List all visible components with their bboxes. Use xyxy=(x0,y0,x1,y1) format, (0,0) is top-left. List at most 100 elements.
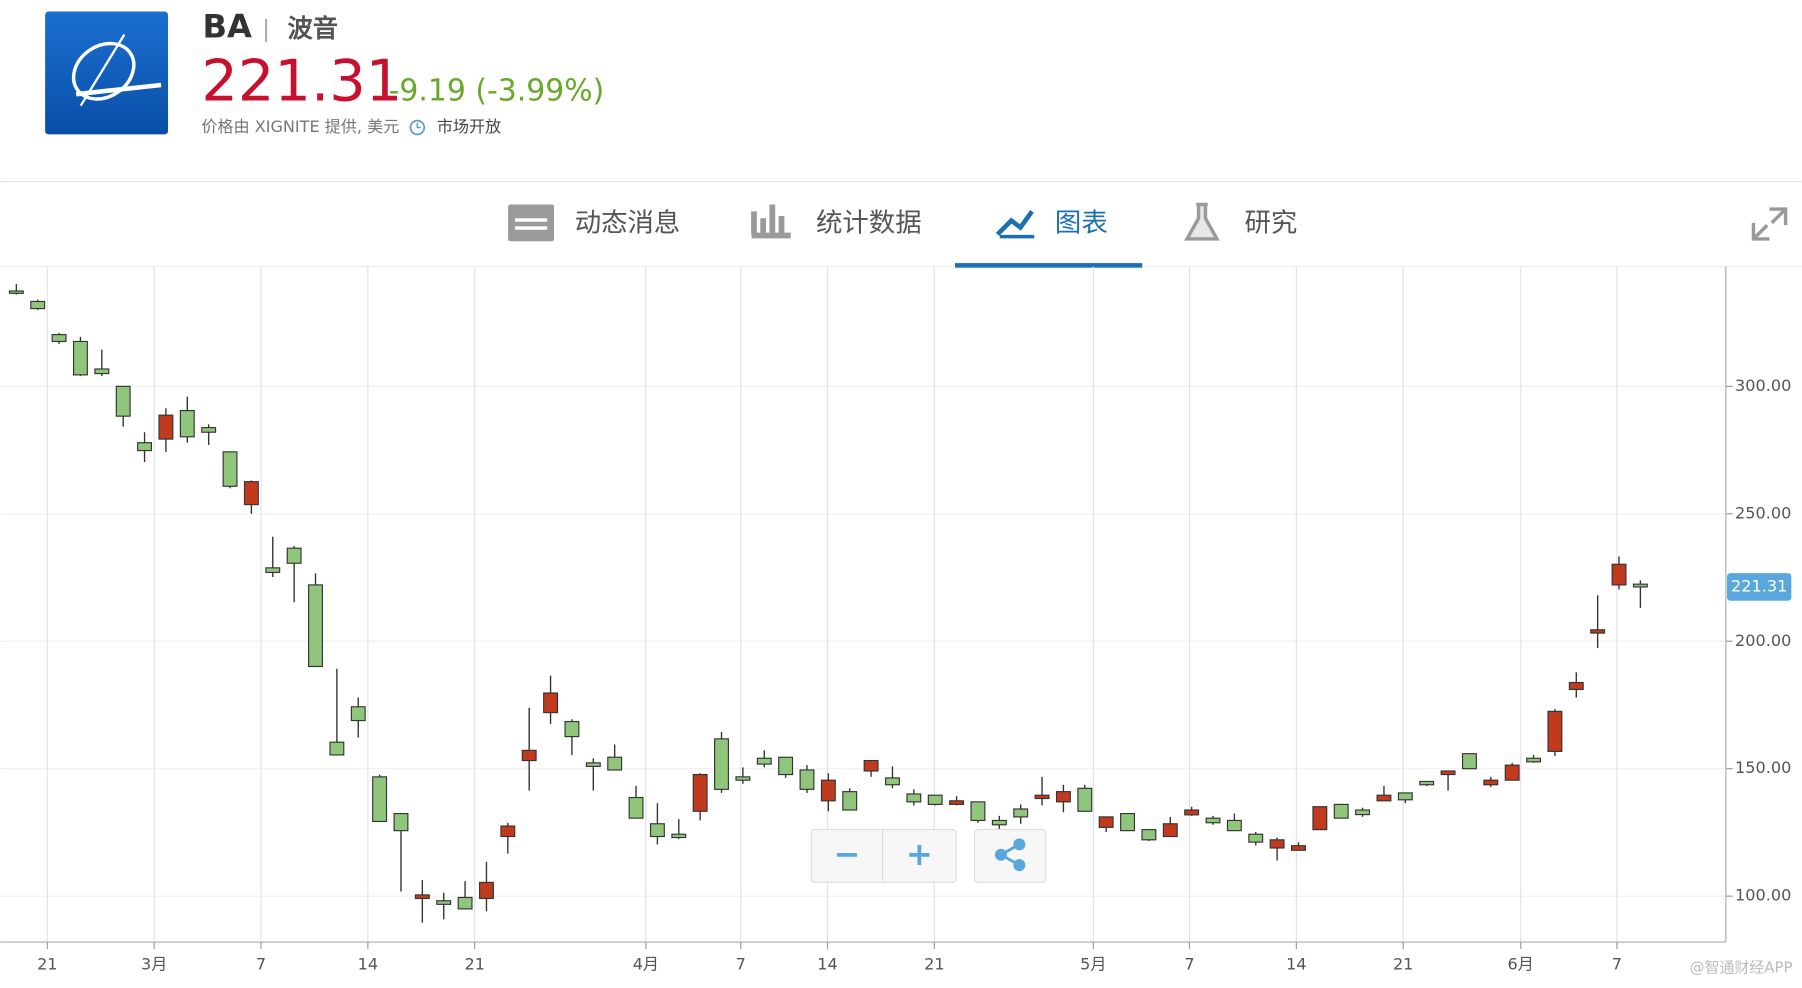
x-tick-label: 3月 xyxy=(141,955,167,974)
company-name: 波音 xyxy=(288,14,339,43)
candle-body xyxy=(714,738,729,790)
zoom-out[interactable]: − xyxy=(834,835,861,873)
clock-hands xyxy=(416,122,421,129)
x-tick-label: 14 xyxy=(1286,955,1306,974)
candle-body xyxy=(222,451,238,487)
expand-button[interactable] xyxy=(1751,207,1788,241)
candle-body xyxy=(243,481,259,506)
chart-icon xyxy=(995,210,1034,236)
news-icon xyxy=(508,204,555,242)
last-price-label: 221.31 xyxy=(1731,576,1787,595)
candle-body xyxy=(1141,829,1157,841)
candle-body xyxy=(1248,833,1264,843)
tab-label: 动态消息 xyxy=(575,208,681,239)
candle-body xyxy=(1504,764,1520,781)
y-tick-label: 150.00 xyxy=(1735,758,1791,777)
x-tick-label: 4月 xyxy=(633,955,659,974)
candle-body xyxy=(265,567,281,573)
candle-body xyxy=(393,812,409,832)
candle-body xyxy=(820,779,836,802)
active-indicator xyxy=(954,263,1143,268)
tab-label: 图表 xyxy=(1055,208,1108,239)
candle-body xyxy=(949,800,965,805)
candle-body xyxy=(735,776,751,781)
candle-body xyxy=(201,427,217,433)
y-tick-label: 250.00 xyxy=(1735,503,1791,522)
x-tick-label: 21 xyxy=(464,955,484,974)
x-tick-label: 21 xyxy=(37,955,57,974)
candle-body xyxy=(628,796,644,819)
y-tick-label: 300.00 xyxy=(1735,376,1791,395)
candle-body xyxy=(1355,809,1371,816)
tab-stats[interactable]: 统计数据 xyxy=(751,204,922,239)
zoom-in[interactable]: + xyxy=(906,835,933,873)
tab-label: 统计数据 xyxy=(816,208,922,239)
x-tick-label: 7 xyxy=(1184,955,1194,974)
logo-mark xyxy=(71,33,162,107)
candle-body xyxy=(1590,629,1606,634)
x-tick-label: 21 xyxy=(1393,955,1413,974)
candle-body xyxy=(799,769,815,790)
candle-body xyxy=(372,776,388,823)
tab-research[interactable]: 研究 xyxy=(1184,202,1298,241)
candle-body xyxy=(756,757,772,765)
candle-body xyxy=(30,300,46,310)
zoom-panel xyxy=(810,828,957,883)
candle-body xyxy=(1376,794,1392,802)
clock-icon xyxy=(409,119,426,136)
candle-body xyxy=(1077,787,1093,812)
price-source: 价格由 XIGNITE 提供, 美元 xyxy=(201,117,399,136)
tabs: 动态消息 统计数据 图表 研究 xyxy=(508,202,1788,268)
candle-body xyxy=(436,900,452,905)
candle-body xyxy=(927,794,943,805)
zoom-controls: − + xyxy=(810,828,1047,883)
candle-body xyxy=(778,756,794,776)
candle-body xyxy=(1312,806,1328,831)
x-tick-label: 7 xyxy=(256,955,266,974)
candle-body xyxy=(607,756,623,771)
candle-body xyxy=(1440,770,1456,776)
candle-body xyxy=(1461,753,1477,770)
x-tick-label: 14 xyxy=(358,955,378,974)
candle-body xyxy=(906,793,922,803)
x-tick-label: 5月 xyxy=(1080,955,1106,974)
candle-body xyxy=(8,290,24,294)
share-button[interactable] xyxy=(973,828,1047,883)
candle-body xyxy=(308,584,323,668)
candle-body xyxy=(970,801,986,822)
candle-body xyxy=(1397,792,1413,801)
tab-news[interactable]: 动态消息 xyxy=(508,204,681,242)
price-change: -9.19 (-3.99%) xyxy=(389,73,605,108)
candle-body xyxy=(350,706,366,722)
x-tick-label: 21 xyxy=(924,955,944,974)
plot: 100.00 150.00 200.00 250.00 300.00 21 3月 7 14 21 4… xyxy=(0,266,1792,974)
candle-body xyxy=(885,777,900,786)
candle-body xyxy=(1034,794,1050,800)
candle-body xyxy=(179,409,195,438)
tab-label: 研究 xyxy=(1245,208,1298,239)
candle-body xyxy=(1547,710,1563,752)
ticker: BA xyxy=(203,8,253,46)
candle-body xyxy=(1120,812,1135,832)
last-price-tag xyxy=(1727,573,1792,601)
candle-body xyxy=(457,896,473,910)
candle-body xyxy=(329,741,345,756)
tab-chart[interactable]: 图表 xyxy=(954,208,1143,268)
candle-body xyxy=(414,894,430,900)
candle-body xyxy=(137,442,153,452)
x-tick-label: 6月 xyxy=(1508,955,1534,974)
x-tick-label: 7 xyxy=(736,955,746,974)
candle-body xyxy=(543,692,559,714)
candle-body xyxy=(1291,845,1306,851)
watermark: @智通财经APP xyxy=(1690,958,1793,976)
x-tick-label: 14 xyxy=(817,955,837,974)
candle-body xyxy=(1226,819,1242,832)
market-status: 市场开放 xyxy=(437,117,501,136)
logo xyxy=(45,11,169,135)
candle-body xyxy=(1419,780,1435,786)
candle-body xyxy=(286,547,302,564)
header: BA | 波音 221.31 -9.19 (-3.99%) 价格由 XIGNIT… xyxy=(45,8,604,136)
candle-body xyxy=(115,385,131,417)
